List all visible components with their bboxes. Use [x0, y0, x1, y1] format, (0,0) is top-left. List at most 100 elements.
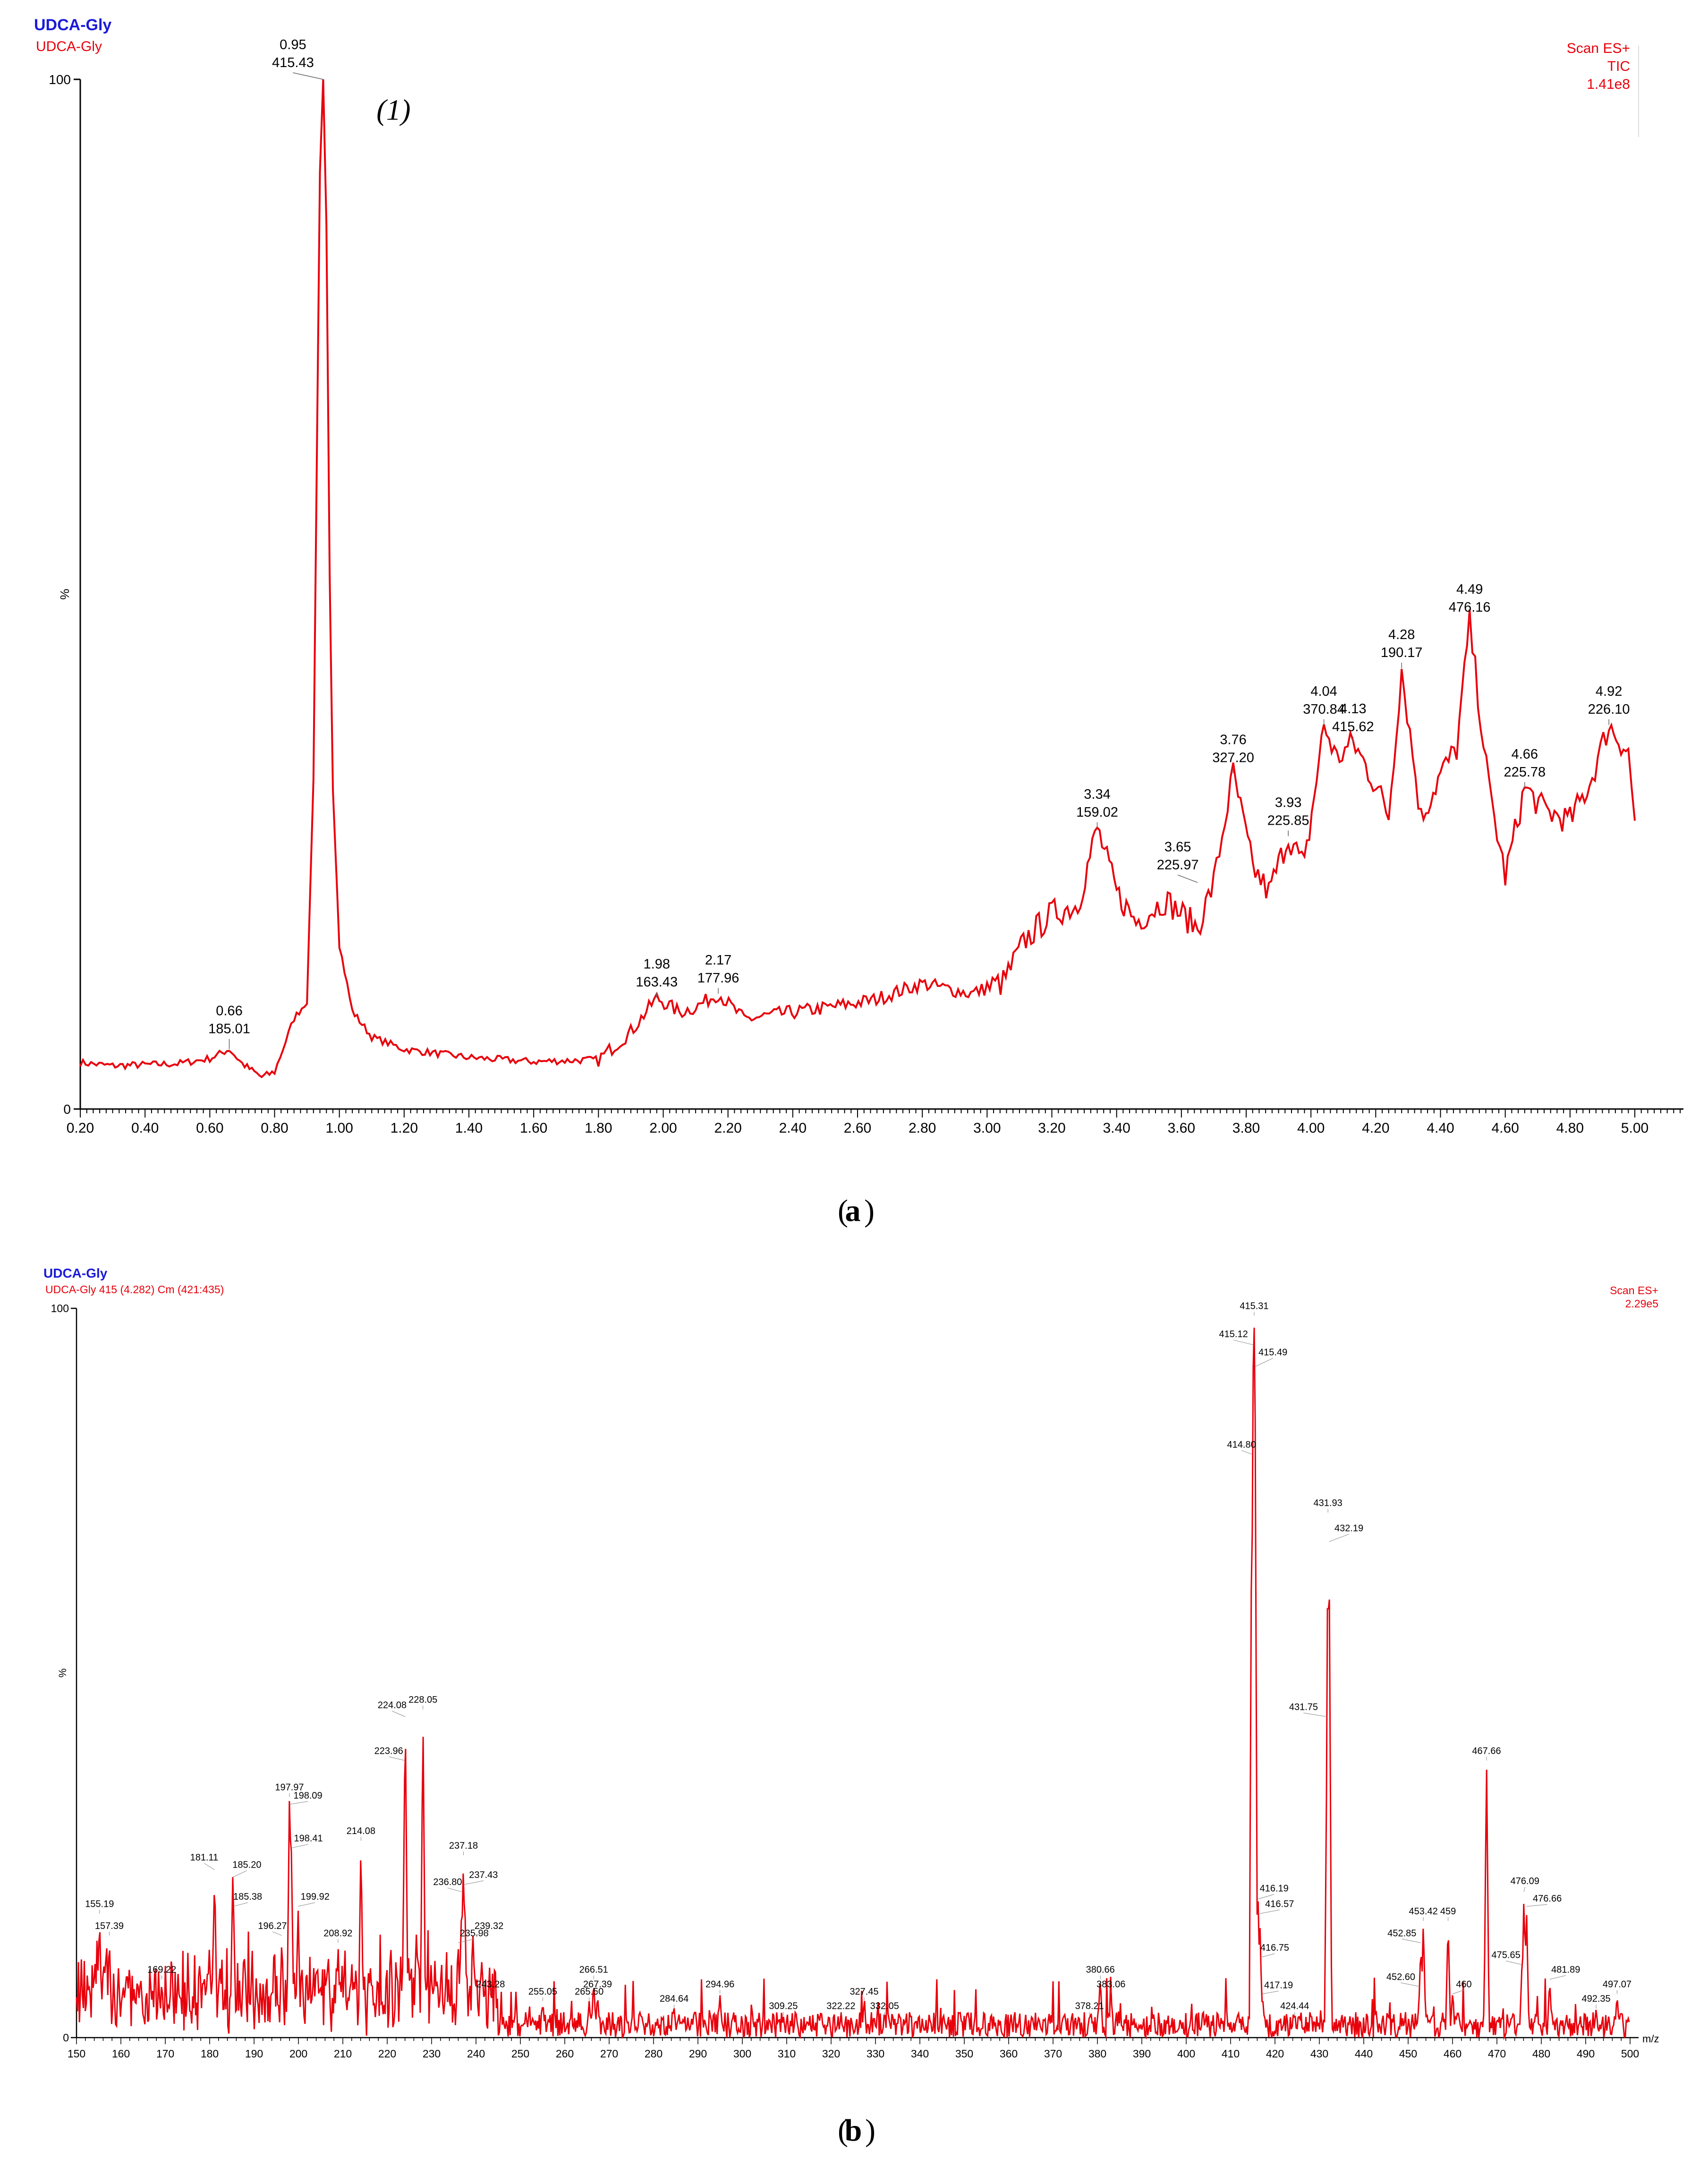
- panel-a-info-line: TIC: [1607, 59, 1630, 74]
- panel-b-peak-leader: [1526, 1904, 1547, 1907]
- panel-b-peak-label: 265.50: [575, 1987, 603, 1997]
- panel-b-peak-label: 459: [1440, 1906, 1456, 1917]
- panel-a-header-subtitle: UDCA-Gly: [36, 39, 102, 54]
- panel-a-x-tick-label: 0.80: [261, 1120, 288, 1136]
- panel-a-x-tick-label: 1.20: [391, 1120, 418, 1136]
- panel-b-x-tick-label: 150: [68, 2048, 85, 2060]
- panel-a-peak-value: 327.20: [1212, 750, 1254, 765]
- panel-b-peak-leader: [392, 1711, 406, 1717]
- panel-b-x-tick-label: 340: [911, 2048, 929, 2060]
- panel-b-x-tick-label: 220: [378, 2048, 396, 2060]
- panel-a-peak-value: 226.10: [1588, 702, 1630, 717]
- panel-b-info-line: 2.29e5: [1625, 1297, 1658, 1310]
- panel-a-x-tick-label: 4.60: [1491, 1120, 1519, 1136]
- panel-b-peak-label: 416.19: [1260, 1884, 1289, 1894]
- panel-a-trace: [79, 79, 1636, 1078]
- panel-b-x-tick-label: 310: [778, 2048, 796, 2060]
- panel-a-y-tick-label: 100: [49, 72, 71, 87]
- svg-text:(: (: [838, 1194, 848, 1228]
- panel-b-peak-label: 380.66: [1086, 1964, 1115, 1975]
- mass-spectrum-panel: UDCA-Gly UDCA-Gly 415 (4.282) Cm (421:43…: [43, 1266, 1659, 2060]
- panel-b-y-tick-label: 100: [51, 1302, 69, 1314]
- panel-a-x-tick-label: 2.60: [844, 1120, 871, 1136]
- panel-a-peak-rt: 1.98: [644, 957, 670, 972]
- panel-b-peak-label: 196.27: [258, 1921, 287, 1931]
- panel-b-x-axis-label: m/z: [1642, 2033, 1659, 2045]
- panel-b-peak-leader: [204, 1863, 215, 1870]
- panel-b-x-tick-label: 280: [645, 2048, 663, 2060]
- panel-b-peak-leader: [1258, 1894, 1275, 1900]
- svg-text:(: (: [838, 2113, 848, 2148]
- panel-b-x-tick-label: 240: [467, 2048, 485, 2060]
- panel-b-peak-label: 236.80: [433, 1877, 462, 1887]
- panel-b-peak-leader: [447, 1887, 462, 1892]
- panel-b-x-tick-label: 230: [423, 2048, 441, 2060]
- panel-b-peak-label: 267.39: [583, 1979, 612, 1989]
- panel-b-x-tick-label: 430: [1310, 2048, 1328, 2060]
- panel-b-peak-leader: [291, 1844, 309, 1849]
- panel-b-x-tick-label: 180: [201, 2048, 219, 2060]
- panel-b-x-tick-label: 370: [1044, 2048, 1062, 2060]
- panel-a-peak-value: 225.97: [1157, 857, 1199, 872]
- panel-a-peak-value: 415.43: [272, 55, 314, 70]
- panel-b-peak-label: 467.66: [1472, 1746, 1501, 1756]
- panel-a-x-tick-label: 3.60: [1168, 1120, 1195, 1136]
- panel-a-peak-value: 163.43: [636, 975, 678, 990]
- panel-b-peak-leader: [272, 1931, 282, 1936]
- panel-a-peak-value: 370.84: [1303, 702, 1345, 717]
- panel-b-peak-label: 169.22: [147, 1964, 176, 1975]
- panel-b-peak-leader: [1523, 1887, 1525, 1892]
- panel-b-peak-leader: [1329, 1534, 1349, 1542]
- panel-b-peak-label: 453.42: [1409, 1906, 1438, 1917]
- panel-b-peak-label: 431.75: [1289, 1702, 1318, 1713]
- panel-b-x-tick-label: 420: [1266, 2048, 1284, 2060]
- panel-b-x-tick-label: 400: [1177, 2048, 1195, 2060]
- panel-a-axes: 0 100: [49, 72, 1683, 1117]
- panel-b-x-tick-label: 250: [511, 2048, 529, 2060]
- panel-b-peak-label: 294.96: [705, 1979, 734, 1989]
- panel-a-peak-rt: 4.92: [1596, 684, 1622, 699]
- panel-b-peak-leader: [1505, 1961, 1522, 1965]
- panel-b-x-tick-label: 390: [1133, 2048, 1151, 2060]
- panel-b-x-tick-label: 170: [156, 2048, 174, 2060]
- panel-a-peak-value: 225.85: [1267, 813, 1309, 828]
- panel-a-peak-value: 476.16: [1449, 600, 1491, 615]
- panel-a-x-tick-label: 2.40: [779, 1120, 807, 1136]
- panel-a-peak-rt: 0.66: [216, 1004, 242, 1019]
- panel-b-peak-label: 475.65: [1492, 1950, 1521, 1961]
- panel-b-peak-label: 481.89: [1551, 1964, 1580, 1975]
- panel-a-x-tick-label: 4.20: [1362, 1120, 1389, 1136]
- panel-b-peak-leader: [458, 1938, 475, 1943]
- panel-b-peak-label: 497.07: [1603, 1979, 1632, 1989]
- panel-b-peak-label: 237.43: [469, 1870, 498, 1880]
- panel-b-x-tick-label: 410: [1222, 2048, 1240, 2060]
- panel-b-peak-leader: [1303, 1713, 1327, 1717]
- panel-b-peak-label: 237.18: [449, 1841, 478, 1851]
- panel-b-peak-leader: [233, 1902, 248, 1907]
- panel-a-x-tick-label: 1.60: [520, 1120, 547, 1136]
- panel-b-peak-label: 185.20: [232, 1860, 261, 1870]
- panel-b-y-tick-label: 0: [63, 2031, 69, 2044]
- panel-a-x-tick-label: 4.40: [1427, 1120, 1454, 1136]
- panel-a-peak-value: 225.78: [1504, 765, 1546, 780]
- panel-a-peak-rt: 3.65: [1164, 839, 1191, 854]
- panel-b-peak-leader: [289, 1801, 308, 1805]
- panel-a-x-tick-label: 0.20: [67, 1120, 94, 1136]
- panel-b-peak-label: 424.44: [1280, 2001, 1309, 2012]
- panel-a-x-tick-label: 3.80: [1232, 1120, 1260, 1136]
- panel-b-peak-label: 492.35: [1582, 1994, 1611, 2004]
- panel-b-x-tick-label: 500: [1621, 2048, 1639, 2060]
- panel-b-peak-label: 224.08: [378, 1700, 407, 1711]
- panel-a-x-tick-label: 1.80: [585, 1120, 612, 1136]
- panel-b-peak-label: 432.19: [1334, 1523, 1363, 1534]
- panel-a-peak-rt: 4.13: [1340, 701, 1366, 717]
- panel-a-y-axis-label: %: [58, 589, 72, 599]
- panel-b-header-title: UDCA-Gly: [43, 1266, 108, 1280]
- panel-b-x-tick-label: 200: [289, 2048, 307, 2060]
- panel-b-x-tick-label: 320: [822, 2048, 840, 2060]
- panel-b-y-axis-label: %: [57, 1668, 68, 1678]
- panel-a-info-block: Scan ES+ TIC 1.41e8: [1567, 41, 1639, 137]
- panel-a-peak-rt: 4.04: [1310, 684, 1337, 699]
- panel-b-peak-label: 309.25: [769, 2001, 798, 2012]
- panel-b-x-tick-label: 260: [556, 2048, 574, 2060]
